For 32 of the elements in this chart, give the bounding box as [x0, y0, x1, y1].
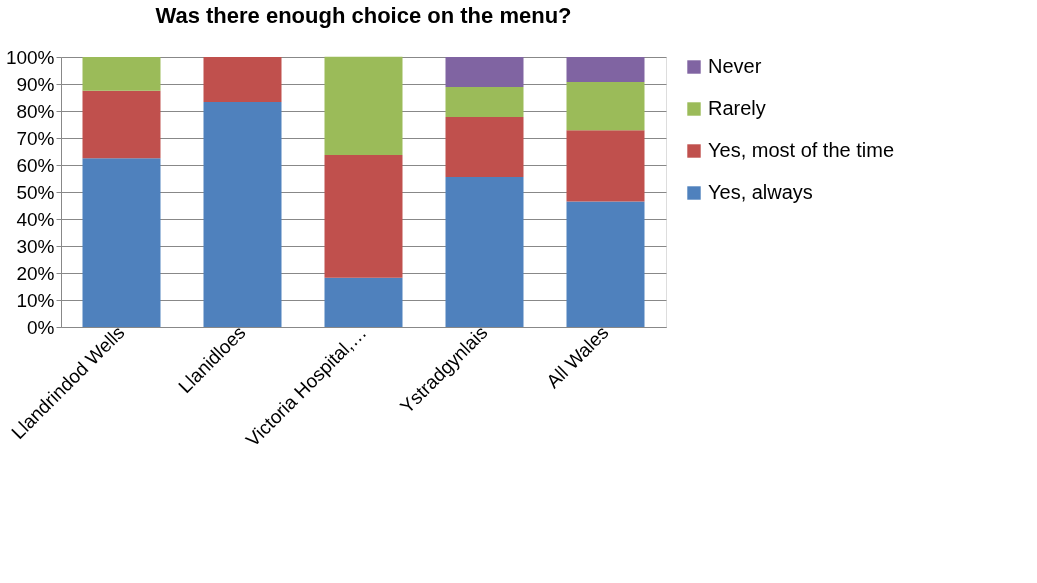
bar [445, 57, 524, 87]
bar [82, 158, 161, 327]
bar [324, 277, 403, 327]
bar [566, 201, 645, 327]
y-tick-label: 20% [16, 262, 55, 284]
legend-label: Yes, most of the time [708, 139, 895, 161]
y-tick-label: 60% [16, 154, 55, 176]
bar [324, 155, 403, 278]
bar [82, 57, 161, 91]
y-tick-label: 100% [5, 46, 55, 68]
chart-title: Was there enough choice on the menu? [155, 3, 572, 28]
bar [566, 82, 645, 131]
legend-label: Rarely [708, 97, 766, 119]
bar [445, 116, 524, 177]
y-tick-label: 80% [16, 100, 55, 122]
bar [324, 56, 403, 156]
y-tick-label: 0% [27, 316, 55, 338]
bar [203, 102, 282, 327]
y-tick-label: 40% [16, 208, 55, 230]
y-tick-label: 30% [16, 235, 55, 257]
bar [82, 90, 161, 159]
bar [445, 86, 524, 117]
bar [566, 57, 645, 83]
bar [566, 130, 645, 202]
bar [445, 176, 524, 327]
bar [203, 57, 282, 103]
legend-label: Yes, always [708, 181, 813, 203]
y-tick-label: 10% [16, 289, 55, 311]
y-tick-label: 50% [16, 181, 55, 203]
y-tick-label: 70% [16, 127, 55, 149]
y-tick-label: 90% [16, 73, 55, 95]
legend-label: Never [708, 55, 762, 77]
